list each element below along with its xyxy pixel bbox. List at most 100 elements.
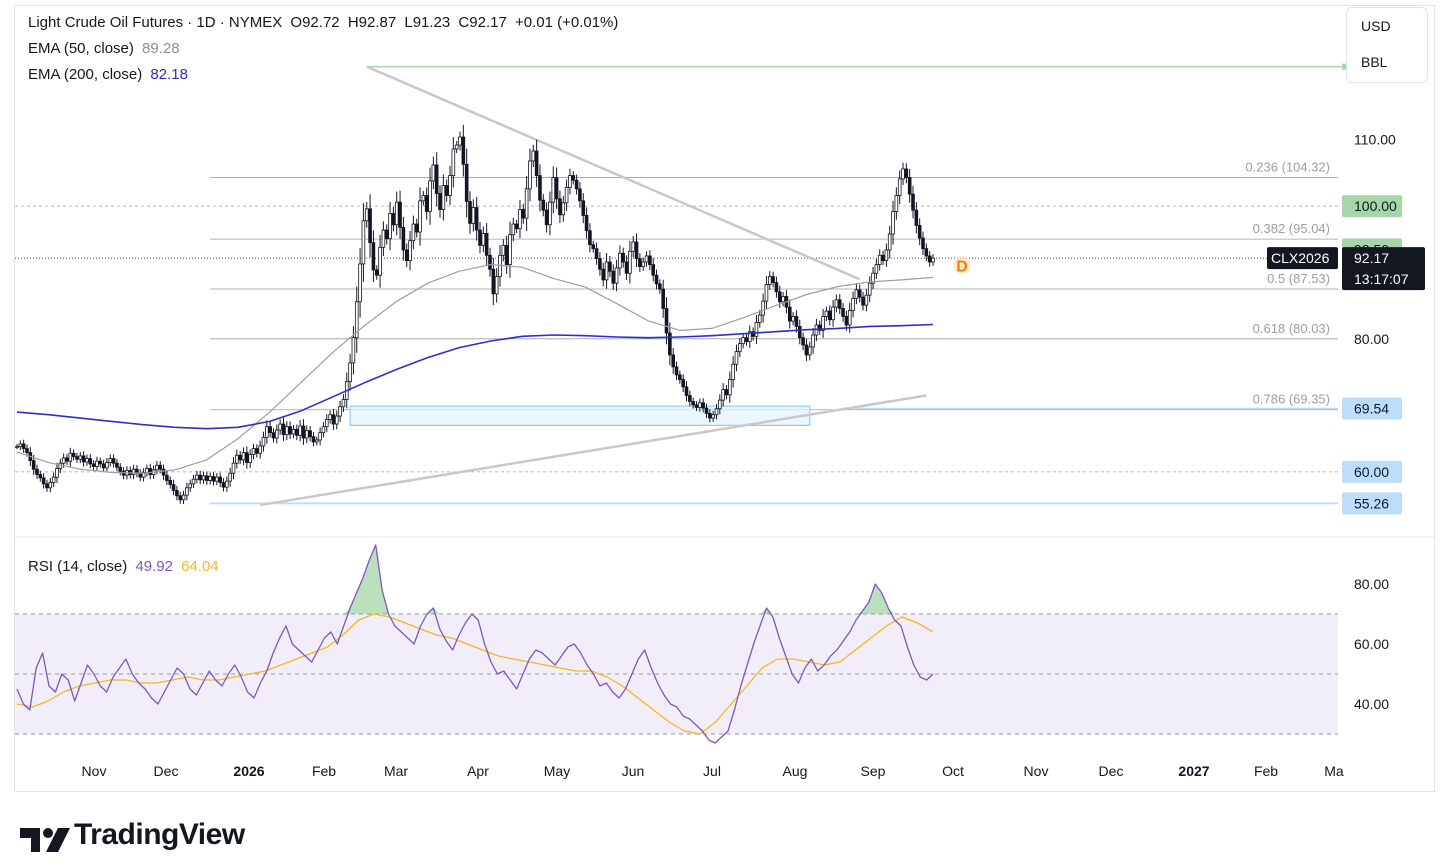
candle-down (608, 261, 612, 272)
candle-down (678, 374, 682, 380)
candle-down (488, 254, 492, 270)
symbol-tag-box (1267, 247, 1338, 270)
last-price-box (1342, 247, 1425, 291)
candle-down (484, 232, 489, 256)
price-label-69.54: 69.54 (1354, 400, 1389, 416)
candle-up (508, 234, 512, 265)
candle (738, 338, 742, 358)
candle-down (751, 331, 755, 337)
candle-up (618, 252, 622, 269)
candle-down (654, 274, 659, 285)
candle (278, 419, 282, 435)
candle (135, 465, 139, 478)
candle-up (358, 263, 362, 303)
price-label-box (1342, 195, 1402, 218)
candle-down (221, 482, 226, 488)
candle-up (378, 246, 382, 276)
candle (308, 425, 312, 442)
candle-up (394, 201, 399, 226)
candle (708, 409, 712, 423)
rsi-tick-label: 40.00 (1354, 696, 1389, 712)
candle-down (198, 474, 203, 481)
candle (101, 459, 106, 472)
candle-down (31, 460, 36, 470)
candle (631, 236, 636, 258)
candle (414, 218, 419, 238)
candle-down (827, 310, 832, 321)
candle-up (261, 436, 266, 447)
candle-up (894, 195, 899, 212)
candle (797, 319, 802, 345)
currency-label[interactable]: USD (1361, 18, 1391, 34)
candle-down (611, 270, 616, 284)
ema200-legend[interactable]: EMA (200, close) 82.18 (28, 66, 192, 83)
candle (458, 131, 462, 151)
candle (761, 293, 765, 323)
candle-down (401, 226, 406, 251)
candle (611, 264, 616, 291)
time-tick-Dec: Dec (1099, 763, 1124, 779)
candle-up (188, 483, 193, 489)
candle (88, 454, 93, 469)
candle-down (438, 193, 442, 210)
candle-down (634, 241, 639, 260)
candle-down (804, 344, 809, 356)
time-tick-Jun: Jun (622, 763, 645, 779)
candle (757, 309, 762, 328)
candle (71, 449, 76, 461)
candle-down (658, 283, 662, 290)
candle (861, 291, 865, 311)
candle (884, 243, 889, 267)
candle (751, 327, 755, 341)
candle-down (38, 474, 43, 479)
candle (644, 251, 649, 267)
candle (541, 194, 546, 217)
candle-up (454, 144, 459, 150)
candle-up (195, 474, 199, 480)
candle-down (81, 455, 86, 463)
candle (321, 421, 326, 438)
candle-down (434, 164, 439, 194)
candle-down (921, 237, 925, 250)
candle-up (298, 425, 302, 436)
ema50-legend[interactable]: EMA (50, close) 89.28 (28, 40, 184, 57)
candle-up (388, 213, 392, 240)
candle-down (178, 495, 183, 501)
candle-up (628, 250, 632, 274)
candle-up (228, 472, 232, 482)
candle (15, 443, 19, 450)
candle (874, 258, 879, 279)
candle-up (321, 426, 326, 434)
candle-down (837, 299, 842, 309)
candle (594, 242, 599, 265)
candle (827, 305, 832, 326)
candle (801, 332, 805, 351)
candle-down (211, 476, 216, 482)
candle-up (328, 414, 332, 420)
candle (441, 174, 446, 221)
candle (75, 452, 79, 463)
candle-down (598, 258, 602, 270)
symbol-legend[interactable]: Light Crude Oil Futures · 1D · NYMEX O92… (28, 14, 622, 31)
candle-up (381, 229, 386, 248)
candle (734, 344, 739, 372)
unit-label[interactable]: BBL (1361, 54, 1388, 70)
candle (651, 258, 656, 282)
candle (764, 276, 769, 310)
candle (438, 185, 442, 218)
drawing-marker-bg (953, 256, 971, 275)
candle-up (411, 223, 416, 242)
candles (15, 124, 935, 505)
candle-down (774, 282, 779, 293)
candle (698, 398, 702, 412)
candle (291, 425, 296, 439)
candle (35, 464, 39, 480)
candle (434, 152, 439, 207)
candle (198, 470, 203, 485)
candle-up (877, 254, 882, 266)
unit-selector[interactable]: USD BBL (1346, 7, 1428, 83)
candle (265, 420, 269, 444)
rsi-legend[interactable]: RSI (14, close) 49.92 64.04 (28, 558, 223, 575)
candle-down (175, 490, 179, 497)
